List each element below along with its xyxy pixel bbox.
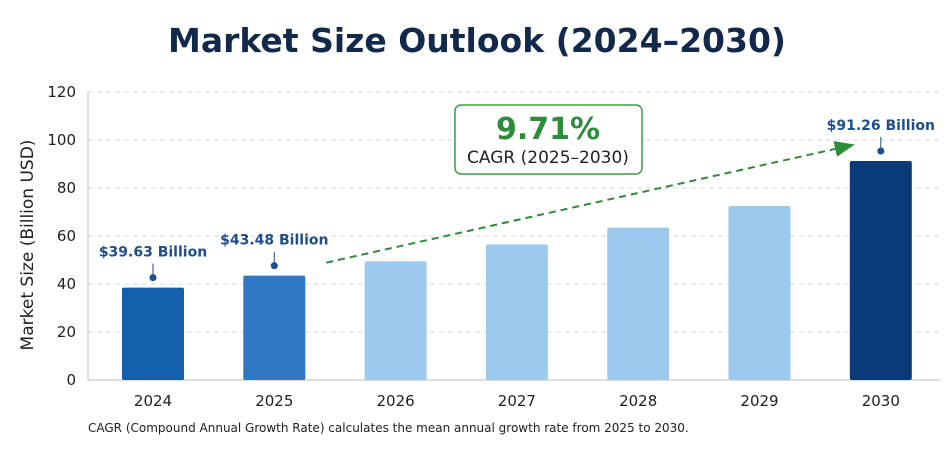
y-tick-label: 40 xyxy=(57,275,76,293)
chart-title: Market Size Outlook (2024–2030) xyxy=(168,21,786,60)
data-label-2024: $39.63 Billion xyxy=(99,245,207,261)
data-label-dot xyxy=(270,262,278,270)
y-tick-labels: 0 20 40 60 80 100 120 xyxy=(47,83,76,389)
bar-2026 xyxy=(364,261,427,380)
y-tick-label: 120 xyxy=(47,83,76,101)
bar-2027 xyxy=(485,244,548,380)
cagr-box xyxy=(454,104,643,175)
x-tick-label: 2028 xyxy=(619,392,657,410)
y-tick-label: 20 xyxy=(57,323,76,341)
x-tick-label: 2024 xyxy=(134,392,172,410)
data-labels: $39.63 Billion $43.48 Billion $91.26 Billi… xyxy=(99,118,935,282)
bar-2025 xyxy=(243,275,306,380)
x-tick-label: 2027 xyxy=(498,392,536,410)
bar-2024 xyxy=(122,287,184,380)
data-label-2030: $91.26 Billion xyxy=(827,118,935,134)
cagr-trend-arrow xyxy=(326,141,855,264)
bar-2029 xyxy=(728,206,791,380)
bar-2030 xyxy=(849,160,912,380)
cagr-label: CAGR (2025–2030) xyxy=(467,148,629,168)
x-tick-label: 2025 xyxy=(255,392,293,410)
data-label-dot xyxy=(149,274,157,282)
cagr-value: 9.71% xyxy=(496,112,600,147)
y-tick-label: 80 xyxy=(57,179,76,197)
cagr-annotation: 9.71% CAGR (2025–2030) xyxy=(326,104,855,264)
x-tick-label: 2026 xyxy=(377,392,415,410)
x-tick-label: 2029 xyxy=(740,392,778,410)
y-tick-label: 60 xyxy=(57,227,76,245)
x-tick-label: 2030 xyxy=(862,392,900,410)
bar-2028 xyxy=(607,227,670,380)
y-tick-label: 0 xyxy=(66,371,76,389)
data-label-dot xyxy=(877,147,885,155)
x-tick-labels: 2024 2025 2026 2027 2028 2029 2030 xyxy=(134,392,900,410)
y-axis-label: Market Size (Billion USD) xyxy=(18,140,38,351)
data-label-2025: $43.48 Billion xyxy=(220,233,328,249)
bars xyxy=(122,160,912,380)
footnote: CAGR (Compound Annual Growth Rate) calcu… xyxy=(88,421,689,435)
y-tick-label: 100 xyxy=(47,131,76,149)
